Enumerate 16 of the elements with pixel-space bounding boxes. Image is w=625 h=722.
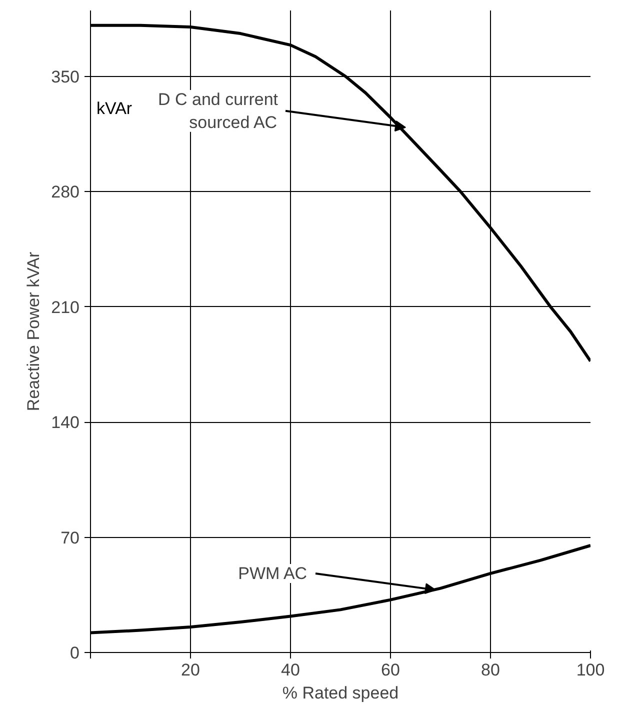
- y-tick-label: 70: [60, 528, 80, 548]
- y-tick-label: 210: [51, 298, 80, 317]
- annotation: kVAr: [96, 98, 132, 118]
- x-tick-label: 80: [481, 660, 500, 680]
- y-tick-label: 140: [51, 413, 80, 432]
- y-axis-title: Reactive Power kVAr: [24, 251, 44, 412]
- y-tick-label: 350: [51, 67, 80, 86]
- x-tick-label: 60: [381, 660, 400, 680]
- x-axis-title: % Rated speed: [282, 684, 399, 702]
- y-tick-label: 0: [70, 644, 80, 662]
- x-tick-label: 20: [181, 660, 200, 680]
- x-tick-label: 100: [576, 660, 605, 680]
- y-tick-label: 280: [51, 182, 80, 202]
- annotation: D C and current sourced AC: [158, 90, 278, 132]
- annotation: PWM AC: [238, 564, 308, 583]
- x-tick-label: 40: [281, 660, 300, 680]
